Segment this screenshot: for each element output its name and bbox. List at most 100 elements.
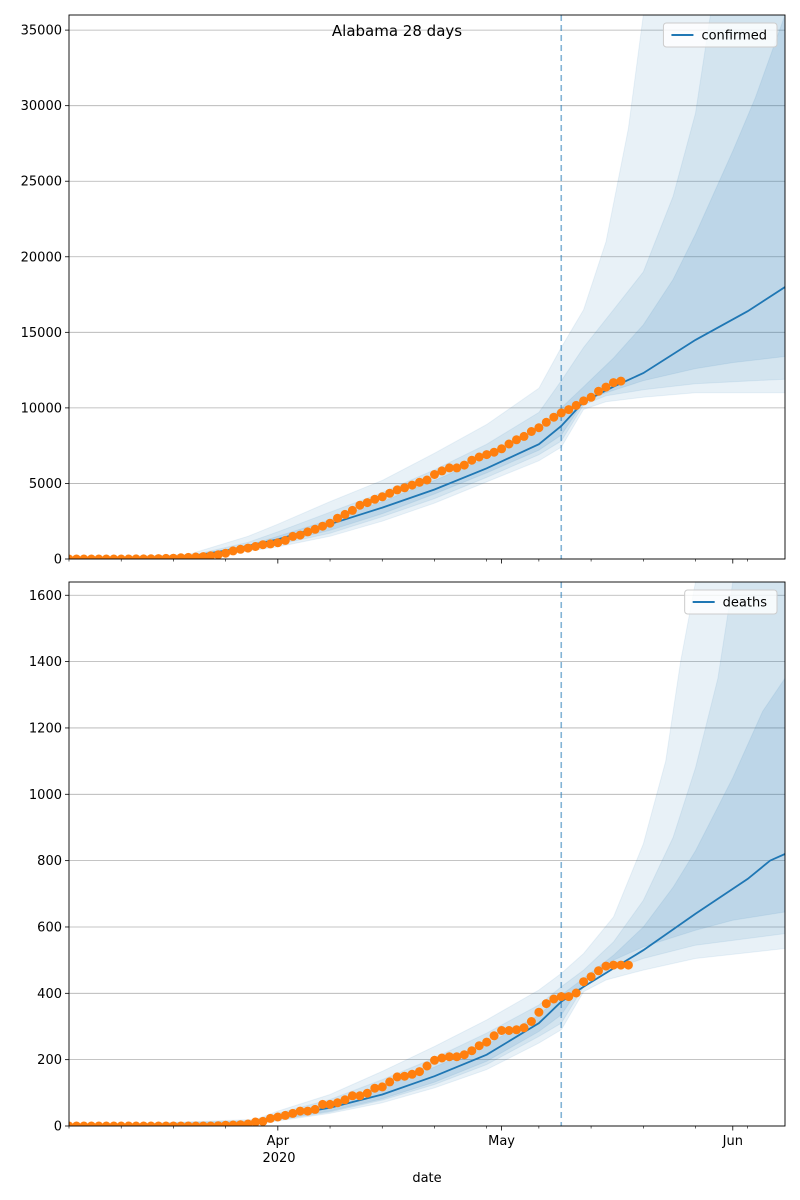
confirmed-observed-point	[579, 396, 589, 406]
deaths-axes-frame	[68, 581, 786, 1127]
deaths-observed-point	[571, 988, 581, 998]
deaths-observed-point	[586, 972, 596, 982]
deaths-observed-point	[504, 1026, 514, 1035]
deaths-observed-point	[183, 1121, 193, 1126]
confirmed-observed-point	[422, 475, 432, 485]
deaths-observed-point	[295, 1106, 305, 1116]
confirmed-observed-point	[236, 544, 245, 554]
deaths-observed-point	[512, 1025, 521, 1035]
confirmed-observed-point	[228, 546, 238, 556]
confirmed-observed-point	[467, 455, 477, 465]
confirmed-interval-band	[69, 15, 785, 559]
deaths-observed-point	[385, 1077, 395, 1087]
deaths-observed-point	[467, 1046, 477, 1056]
confirmed-observed-point	[161, 553, 171, 559]
confirmed-observed-point	[564, 405, 574, 415]
confirmed-ticks: 0 5000 10000 15000 20000 25000 30000 35000	[21, 24, 749, 568]
deaths-observed-point	[116, 1121, 126, 1126]
deaths-observed-point	[482, 1037, 492, 1047]
confirmed-observed-point	[243, 543, 253, 553]
confirmed-legend-label: confirmed	[701, 29, 767, 44]
confirmed-observed-point	[541, 417, 551, 427]
confirmed-y-tick-label: 25000	[21, 175, 62, 190]
confirmed-observed-point	[437, 466, 447, 476]
deaths-observed-point	[407, 1069, 417, 1079]
deaths-interval-band	[69, 677, 785, 1126]
confirmed-observed-point	[325, 518, 335, 528]
deaths-observed-point	[273, 1112, 283, 1122]
deaths-observed-point	[519, 1023, 529, 1033]
confirmed-observed-point	[347, 505, 357, 515]
deaths-observed-point	[623, 960, 633, 970]
confirmed-observed-point	[452, 463, 462, 473]
confirmed-observed-point	[385, 488, 395, 498]
confirmed-observed-point	[183, 552, 193, 559]
confirmed-interval-band	[69, 15, 785, 559]
deaths-observed-point	[288, 1108, 298, 1118]
deaths-observed-point	[124, 1121, 134, 1126]
confirmed-observed-point	[79, 554, 89, 559]
x-tick-label: Apr	[267, 1134, 290, 1149]
deaths-observed-point	[601, 961, 611, 971]
deaths-observed-point	[430, 1055, 439, 1065]
confirmed-observed-point	[221, 548, 231, 558]
confirmed-observed-point	[213, 550, 223, 559]
x-tick-label: Jun	[722, 1134, 743, 1149]
deaths-axes-box	[68, 581, 786, 1127]
confirmed-observed-point	[168, 553, 178, 559]
deaths-observed-point	[154, 1121, 163, 1126]
confirmed-y-tick-label: 20000	[21, 250, 62, 265]
deaths-observed-point	[206, 1121, 216, 1126]
confirmed-observed-point	[459, 460, 469, 470]
deaths-observed-point	[362, 1088, 372, 1098]
deaths-y-tick-label: 1000	[29, 788, 62, 803]
deaths-observed-point	[176, 1121, 186, 1126]
confirmed-observed-point	[571, 400, 581, 410]
confirmed-y-tick-label: 30000	[21, 99, 62, 114]
confirmed-observed-point	[594, 386, 603, 396]
confirmed-observed-point	[131, 554, 141, 559]
confirmed-observed-point	[489, 447, 499, 457]
confirmed-observed-point	[333, 513, 342, 523]
confirmed-axes-frame	[68, 14, 786, 560]
confirmed-observed-point	[265, 539, 275, 549]
deaths-observed-point	[594, 966, 603, 976]
confirmed-observed-point	[370, 494, 380, 504]
deaths-observed-point	[236, 1120, 245, 1126]
deaths-observed-point	[310, 1104, 320, 1114]
deaths-panel: 0 200 400 600 800 1000 1200 1400 1600 deaths	[29, 581, 786, 1135]
deaths-observed-point	[79, 1121, 89, 1126]
deaths-observed-point	[228, 1120, 238, 1126]
confirmed-y-tick-label: 10000	[21, 401, 62, 416]
deaths-observed-point	[265, 1113, 275, 1123]
confirmed-observed-point	[355, 500, 365, 510]
deaths-observed-point	[340, 1095, 350, 1105]
deaths-gridlines	[69, 594, 785, 1127]
confirmed-interval-bands	[69, 15, 785, 559]
confirmed-observed-point	[124, 554, 134, 559]
deaths-observed-point	[168, 1121, 178, 1126]
confirmed-observed-point	[430, 470, 439, 479]
confirmed-observed-point	[295, 530, 305, 540]
confirmed-observed-point	[280, 535, 290, 545]
confirmed-observed-point	[549, 412, 559, 422]
confirmed-observed-point	[191, 552, 201, 559]
confirmed-observed-point	[400, 483, 410, 493]
confirmed-observed-point	[258, 540, 268, 550]
deaths-y-tick-label: 800	[37, 854, 62, 869]
deaths-observed-point	[139, 1121, 149, 1126]
x-tick-label: May	[488, 1134, 515, 1149]
deaths-observed-point	[459, 1050, 469, 1060]
deaths-legend: deaths	[684, 589, 778, 615]
deaths-observed-points	[69, 960, 633, 1126]
confirmed-observed-point	[198, 552, 208, 559]
confirmed-observed-point	[556, 408, 566, 418]
deaths-observed-point	[72, 1121, 81, 1126]
confirmed-observed-point	[101, 554, 111, 559]
confirmed-observed-point	[526, 427, 536, 436]
confirmed-observed-point	[72, 554, 81, 559]
confirmed-y-tick-label: 5000	[29, 477, 62, 492]
confirmed-observed-point	[310, 524, 320, 534]
deaths-observed-point	[541, 999, 551, 1009]
